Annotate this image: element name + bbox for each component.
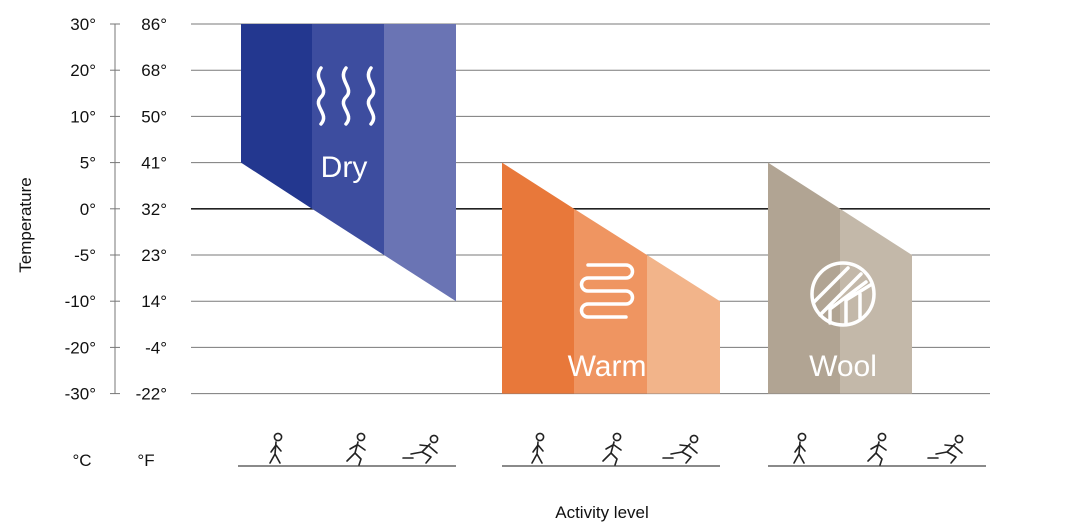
y-tick-label-fahrenheit: 41° (141, 154, 167, 173)
walking-person-icon (269, 432, 283, 464)
y-tick-label-celsius: -10° (65, 292, 96, 311)
dry-band-segment (312, 24, 384, 255)
y-axis: 30° 86° 20° 68° 10° 50° 5° 41° 0° 32° -5° 23° -10° 14… (65, 15, 167, 404)
fahrenheit-unit-label: °F (137, 451, 154, 470)
running-person-icon (402, 434, 439, 464)
y-tick-label-fahrenheit: 86° (141, 15, 167, 34)
y-tick-label-celsius: 10° (70, 107, 96, 126)
warm-band-segment (502, 162, 574, 394)
heating-coil-icon (579, 263, 635, 319)
bands (241, 24, 912, 394)
heat-waves-icon (316, 66, 376, 126)
y-tick-label-celsius: 20° (70, 61, 96, 80)
running-person-icon (662, 434, 699, 464)
warm-band-segment (574, 208, 647, 394)
y-tick-label-celsius: 0° (80, 200, 96, 219)
y-tick-label-fahrenheit: -22° (136, 385, 167, 404)
wool-band-segment (840, 208, 912, 394)
dry-band-segment (384, 24, 456, 302)
jogging-person-icon (602, 432, 622, 466)
y-tick-label-fahrenheit: 32° (141, 200, 167, 219)
y-tick-label-fahrenheit: 50° (141, 107, 167, 126)
y-tick-label-fahrenheit: 14° (141, 292, 167, 311)
jogging-person-icon (346, 432, 366, 466)
walking-person-icon (531, 432, 545, 464)
dry-band-segment (241, 24, 312, 209)
wool-ball-icon (810, 261, 876, 327)
y-axis-title: Temperature (16, 177, 35, 272)
y-tick-label-celsius: 30° (70, 15, 96, 34)
x-axis-title: Activity level (555, 503, 649, 522)
y-tick-label-fahrenheit: 23° (141, 246, 167, 265)
wool-band-segment (768, 162, 840, 394)
band-labels: Dry Warm Wool (321, 151, 877, 383)
activity-icons (238, 432, 986, 467)
band-icons (316, 66, 876, 327)
celsius-unit-label: °C (72, 451, 91, 470)
y-tick-label-fahrenheit: -4° (145, 338, 167, 357)
warm-band-segment (647, 255, 720, 394)
running-person-icon (927, 434, 964, 464)
y-tick-label-celsius: -5° (74, 246, 96, 265)
warm-band-label: Warm (568, 350, 647, 383)
wool-band-label: Wool (809, 350, 877, 383)
dry-band-label: Dry (321, 151, 368, 184)
y-tick-label-celsius: -30° (65, 385, 96, 404)
walking-person-icon (793, 432, 807, 464)
y-tick-label-celsius: -20° (65, 338, 96, 357)
jogging-person-icon (867, 432, 887, 466)
y-tick-label-fahrenheit: 68° (141, 61, 167, 80)
y-tick-label-celsius: 5° (80, 154, 96, 173)
